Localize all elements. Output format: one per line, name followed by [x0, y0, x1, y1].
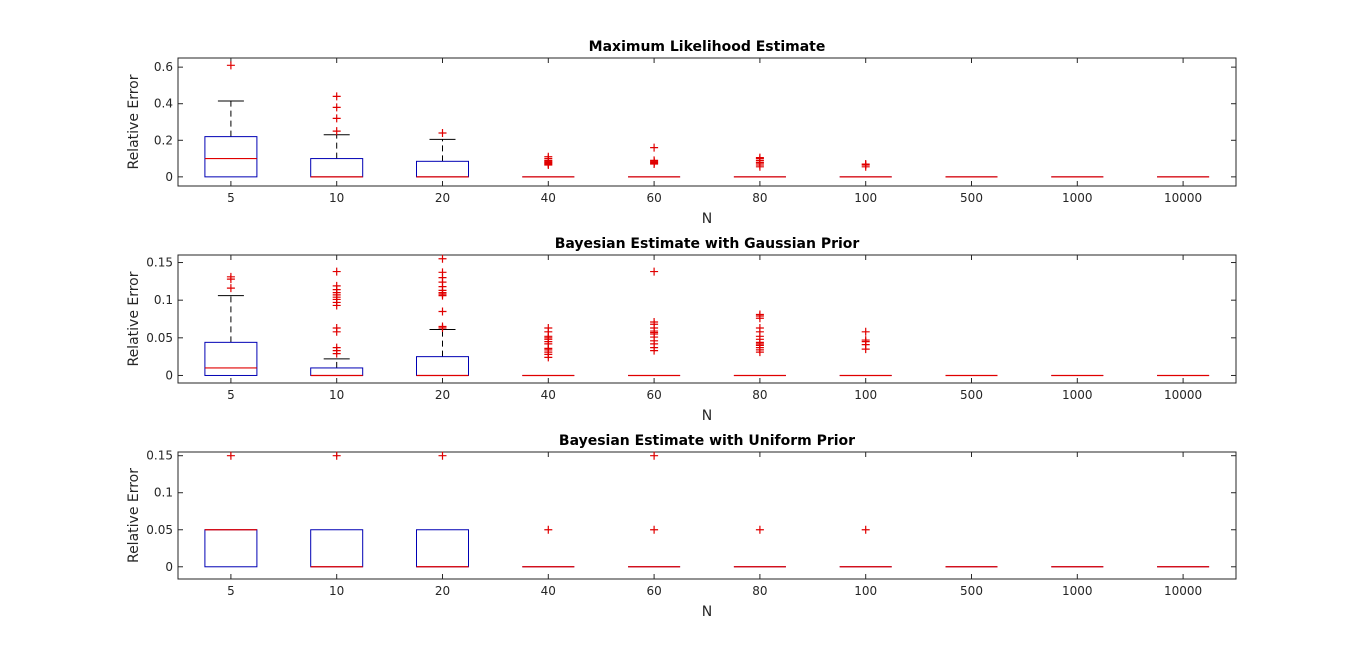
x-tick-label: 80	[752, 191, 767, 205]
subplot-title: Maximum Likelihood Estimate	[589, 39, 826, 55]
outlier-marker	[544, 152, 553, 161]
x-axis-label: N	[702, 408, 712, 424]
outlier-marker	[650, 318, 659, 327]
y-tick-label: 0.1	[154, 486, 173, 500]
x-tick-label: 60	[646, 388, 661, 402]
outlier-marker	[226, 272, 235, 281]
x-tick-label: 500	[960, 584, 983, 598]
y-axis-label: Relative Error	[126, 468, 142, 563]
x-tick-label: 5	[227, 584, 235, 598]
y-tick-label: 0.15	[146, 256, 173, 270]
x-tick-label: 40	[541, 191, 556, 205]
outlier-marker	[438, 128, 447, 137]
x-tick-label: 10	[329, 191, 344, 205]
x-tick-label: 10000	[1164, 191, 1202, 205]
outlier-marker	[332, 281, 341, 290]
box	[204, 136, 258, 178]
axes-frame	[177, 57, 1237, 187]
subplot-max-likelihood: N Relative Error 0 0.2 0.4 0.6 5 10 20 40 60 80 10…	[126, 39, 1237, 227]
x-tick-label: 60	[646, 191, 661, 205]
y-tick-label: 0.1	[154, 293, 173, 307]
x-axis-label: N	[702, 604, 712, 620]
x-tick-label: 60	[646, 584, 661, 598]
outlier-marker	[650, 451, 659, 460]
outlier-marker	[650, 267, 659, 276]
axes-frame	[177, 451, 1237, 580]
x-tick-label: 40	[541, 584, 556, 598]
x-tick-label: 100	[854, 191, 877, 205]
y-tick-label: 0.6	[154, 60, 173, 74]
outlier-marker	[438, 451, 447, 460]
x-tick-label: 20	[435, 388, 450, 402]
x-tick-label: 20	[435, 584, 450, 598]
outlier-marker	[332, 324, 341, 333]
x-tick-label: 500	[960, 191, 983, 205]
x-tick-label: 80	[752, 388, 767, 402]
y-axis-label: Relative Error	[126, 271, 142, 366]
outlier-marker	[755, 310, 764, 319]
x-axis-label: N	[702, 211, 712, 227]
outlier-marker	[861, 160, 870, 169]
outlier-marker	[650, 525, 659, 534]
outlier-marker	[544, 525, 553, 534]
outlier-marker	[755, 324, 764, 333]
axes-frame	[177, 254, 1237, 384]
outlier-marker	[438, 254, 447, 263]
outlier-marker	[438, 322, 447, 331]
outlier-marker	[332, 343, 341, 352]
y-tick-label: 0.4	[154, 97, 173, 111]
outlier-marker	[755, 525, 764, 534]
subplot-uniform-prior: N Relative Error 0 0.05 0.1 0.15 5 10 20 40 60 80…	[126, 433, 1237, 620]
x-tick-label: 10000	[1164, 584, 1202, 598]
x-tick-label: 500	[960, 388, 983, 402]
y-tick-label: 0.05	[146, 523, 173, 537]
outlier-marker	[332, 103, 341, 112]
outlier-marker	[226, 61, 235, 70]
outlier-marker	[332, 267, 341, 276]
subplot-gaussian-prior: N Relative Error 0 0.05 0.1 0.15 5 10 20 40 60 80…	[126, 236, 1237, 424]
x-tick-label: 5	[227, 191, 235, 205]
x-tick-label: 5	[227, 388, 235, 402]
outlier-marker	[332, 127, 341, 136]
outlier-marker	[438, 307, 447, 316]
outlier-marker	[861, 336, 870, 345]
x-tick-label: 20	[435, 191, 450, 205]
outlier-marker	[332, 451, 341, 460]
outlier-marker	[438, 268, 447, 277]
outlier-marker	[861, 327, 870, 336]
outlier-marker	[226, 451, 235, 460]
x-tick-label: 100	[854, 388, 877, 402]
x-tick-label: 10	[329, 584, 344, 598]
box	[204, 341, 258, 376]
outlier-marker	[226, 284, 235, 293]
subplot-title: Bayesian Estimate with Gaussian Prior	[555, 236, 860, 252]
outlier-marker	[332, 92, 341, 101]
y-tick-label: 0	[165, 560, 173, 574]
y-tick-label: 0	[165, 170, 173, 184]
outlier-marker	[650, 143, 659, 152]
outlier-marker	[544, 324, 553, 333]
outlier-marker	[755, 153, 764, 162]
y-tick-label: 0.05	[146, 331, 173, 345]
x-tick-label: 80	[752, 584, 767, 598]
y-tick-label: 0.15	[146, 449, 173, 463]
x-tick-label: 10	[329, 388, 344, 402]
subplot-title: Bayesian Estimate with Uniform Prior	[559, 433, 855, 449]
outlier-marker	[650, 156, 659, 165]
x-tick-label: 1000	[1062, 584, 1093, 598]
x-tick-label: 1000	[1062, 191, 1093, 205]
y-tick-label: 0	[165, 368, 173, 382]
x-tick-label: 40	[541, 388, 556, 402]
y-tick-label: 0.2	[154, 133, 173, 147]
x-tick-label: 100	[854, 584, 877, 598]
x-tick-label: 10000	[1164, 388, 1202, 402]
x-tick-label: 1000	[1062, 388, 1093, 402]
y-axis-label: Relative Error	[126, 74, 142, 169]
outlier-marker	[861, 525, 870, 534]
outlier-marker	[332, 114, 341, 123]
